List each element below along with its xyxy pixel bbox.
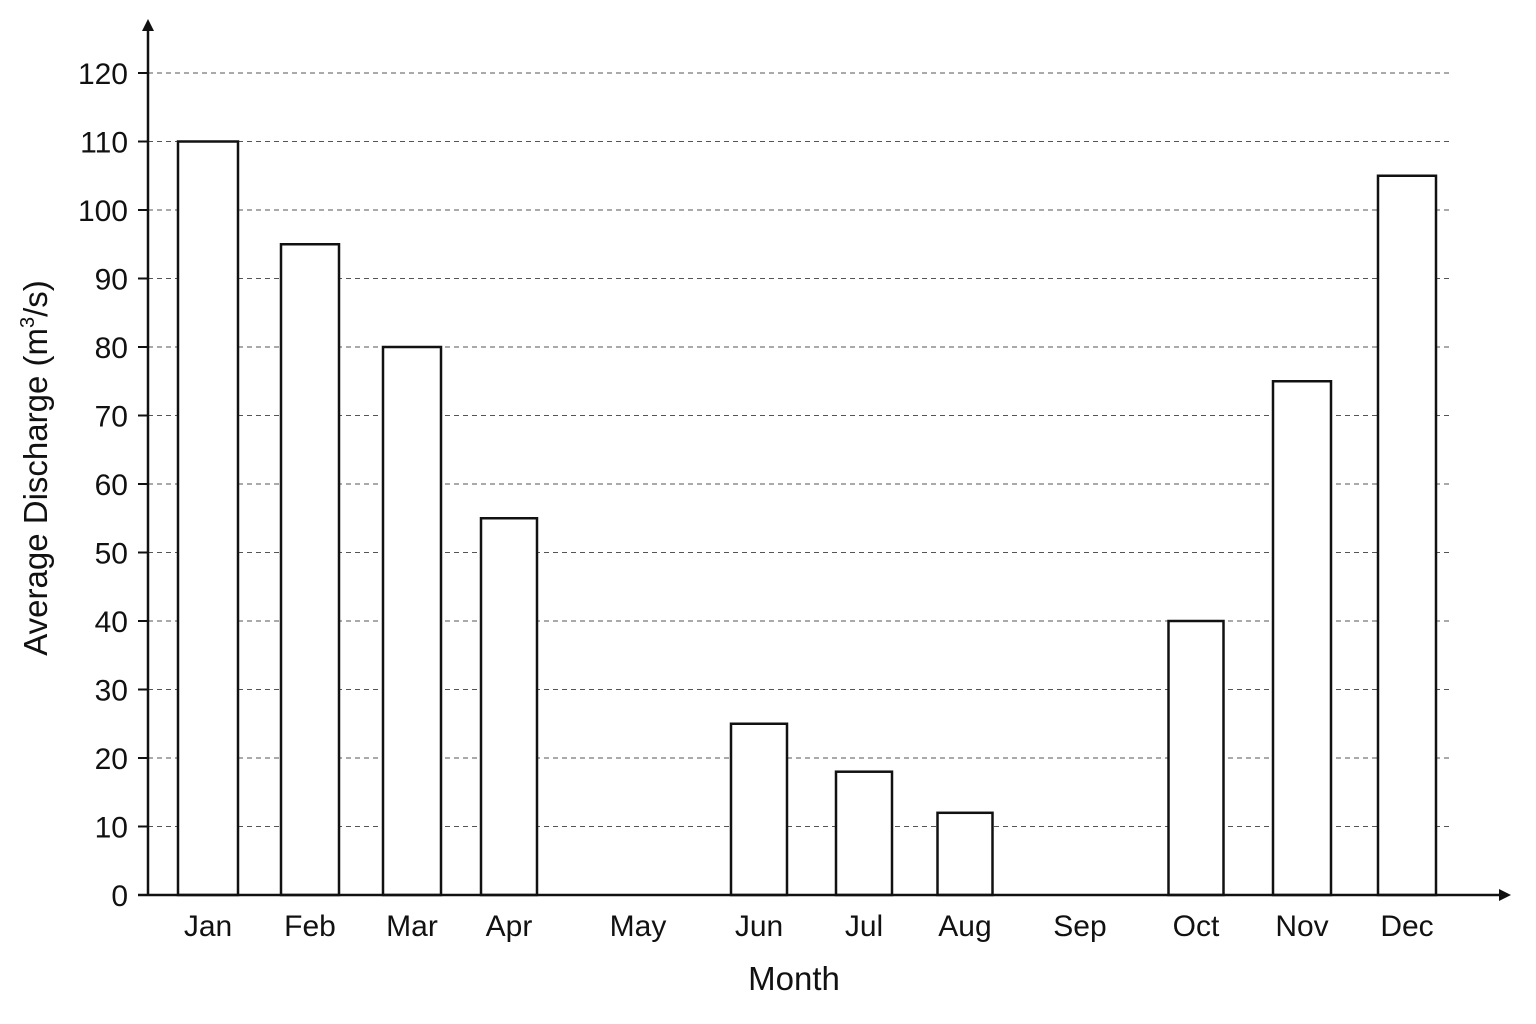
x-tick-label-mar: Mar	[386, 910, 438, 943]
bars	[176, 140, 1438, 897]
bar-apr	[479, 517, 539, 897]
bar-aug	[936, 811, 994, 897]
y-tick-label: 10	[95, 812, 128, 845]
x-tick-label-may: May	[610, 910, 667, 943]
y-tick-label: 30	[95, 675, 128, 708]
y-tick-label: 0	[111, 880, 128, 913]
y-axis-title: Average Discharge (m3/s)	[17, 280, 54, 656]
bar-feb	[279, 243, 341, 897]
x-tick-label-nov: Nov	[1275, 910, 1328, 943]
x-tick-label-jun: Jun	[735, 910, 783, 943]
bar-jun	[729, 722, 789, 897]
y-tick-label: 110	[80, 127, 128, 160]
x-tick-label-sep: Sep	[1053, 910, 1106, 943]
y-axis-title-end: /s)	[17, 280, 54, 317]
bar-jul	[834, 770, 894, 897]
y-tick-label: 100	[78, 195, 128, 228]
x-tick-label-oct: Oct	[1173, 910, 1220, 943]
bar-jan	[176, 140, 240, 897]
y-tick-label: 120	[78, 58, 128, 91]
bar-mar	[381, 345, 443, 897]
x-tick-label-dec: Dec	[1380, 910, 1433, 943]
y-tick-label: 70	[95, 401, 128, 434]
x-tick-labels: Jan Feb Mar Apr May Jun Jul Aug Sep Oct Nov Dec	[184, 910, 1434, 943]
x-tick-label-jul: Jul	[845, 910, 883, 943]
x-tick-label-jan: Jan	[184, 910, 232, 943]
bar-dec	[1376, 174, 1438, 897]
bar-oct	[1167, 619, 1225, 897]
y-ticks: 0 10 20 30 40 50 60 70 80 90 100 110 120	[78, 58, 148, 913]
y-axis-title-superscript: 3	[17, 317, 39, 328]
y-axis-title-main: Average Discharge (m	[17, 328, 54, 656]
x-tick-label-feb: Feb	[284, 910, 336, 943]
y-tick-label: 60	[95, 469, 128, 502]
x-tick-label-apr: Apr	[486, 910, 533, 943]
bar-nov	[1271, 380, 1333, 897]
grid-lines	[148, 72, 1452, 827]
y-tick-label: 50	[95, 538, 128, 571]
x-axis-title: Month	[748, 960, 840, 997]
y-tick-label: 90	[95, 264, 128, 297]
y-tick-label: 80	[95, 332, 128, 365]
x-tick-label-aug: Aug	[938, 910, 991, 943]
y-tick-label: 20	[95, 743, 128, 776]
y-tick-label: 40	[95, 606, 128, 639]
